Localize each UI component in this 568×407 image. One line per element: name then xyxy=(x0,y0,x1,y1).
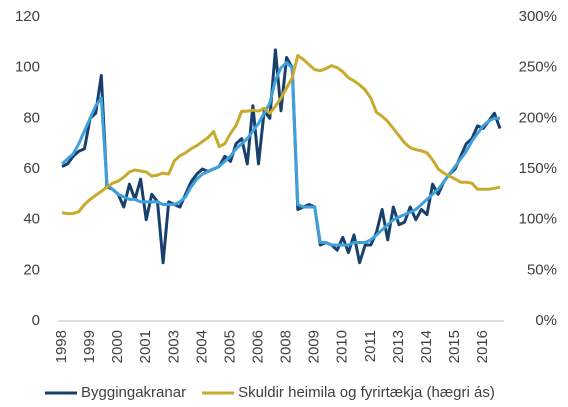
y2-tick-label: 150% xyxy=(519,160,557,177)
y2-tick-label: 200% xyxy=(519,109,557,126)
y-tick-label: 40 xyxy=(23,211,40,228)
y-tick-label: 0 xyxy=(32,312,40,329)
y-tick-label: 60 xyxy=(23,160,40,177)
y-tick-label: 80 xyxy=(23,109,40,126)
x-tick-label: 2008 xyxy=(278,330,295,363)
y-tick-label: 100 xyxy=(15,59,40,76)
x-tick-label: 1998 xyxy=(53,330,70,363)
y-tick-label: 120 xyxy=(15,8,40,25)
x-tick-label: 2006 xyxy=(250,330,267,363)
series-line xyxy=(61,54,501,216)
x-tick-label: 2011 xyxy=(362,330,379,362)
x-tick-label: 2014 xyxy=(418,330,435,363)
x-tick-label: 2001 xyxy=(137,330,154,363)
series-line xyxy=(61,61,500,247)
y2-tick-label: 0% xyxy=(535,312,557,329)
x-tick-label: 2004 xyxy=(193,330,210,363)
x-tick-label: 2015 xyxy=(446,330,463,363)
x-tick-label: 2009 xyxy=(306,330,323,363)
x-tick-label: 2003 xyxy=(165,330,182,363)
x-tick-label: 1999 xyxy=(81,330,98,363)
legend-label: Byggingakranar xyxy=(81,384,186,401)
x-tick-label: 2013 xyxy=(390,330,407,363)
y2-tick-label: 100% xyxy=(519,211,557,228)
y-tick-label: 20 xyxy=(23,261,40,278)
x-tick-label: 2005 xyxy=(221,330,238,363)
y2-tick-label: 250% xyxy=(519,59,557,76)
x-tick-label: 2010 xyxy=(334,330,351,363)
x-tick-label: 2000 xyxy=(109,330,126,363)
series-line xyxy=(61,48,502,265)
y2-tick-label: 300% xyxy=(519,8,557,25)
y2-tick-label: 50% xyxy=(527,261,557,278)
legend-label: Skuldir heimila og fyrirtækja (hægri ás) xyxy=(238,384,495,401)
x-tick-label: 2016 xyxy=(474,330,491,363)
